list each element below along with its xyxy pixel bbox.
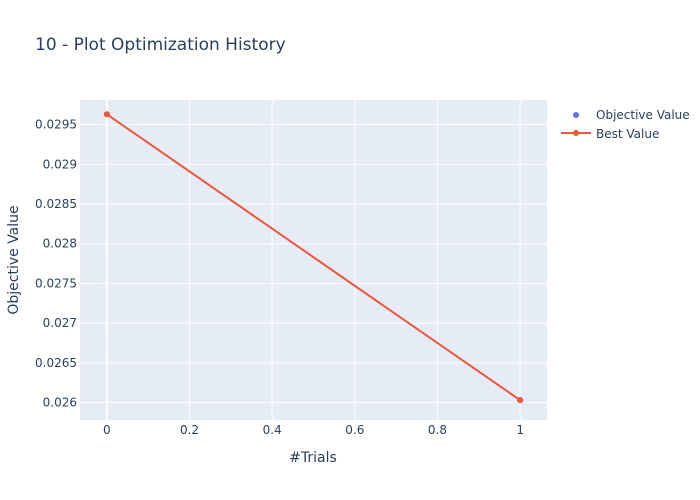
- x-tick-label: 1: [516, 423, 524, 437]
- x-tick-label: 0.4: [263, 423, 282, 437]
- legend-item-objective-value[interactable]: Objective Value: [573, 108, 690, 122]
- legend-marker-objective-value: [573, 112, 579, 118]
- y-axis-ticks: 0.026 0.0265 0.027 0.0275 0.028 0.0285 0.029 0.…: [35, 118, 77, 410]
- data-point-best-value[interactable]: [103, 111, 110, 118]
- series-layer: [103, 111, 524, 404]
- chart-title: 10 - Plot Optimization History: [35, 35, 286, 55]
- y-tick-label: 0.0285: [35, 197, 77, 211]
- x-axis-ticks: 0 0.2 0.4 0.6 0.8 1: [103, 423, 524, 437]
- legend[interactable]: Objective Value Best Value: [561, 108, 690, 141]
- plot-area: [80, 100, 547, 420]
- y-tick-label: 0.029: [43, 157, 77, 171]
- x-tick-label: 0.2: [180, 423, 199, 437]
- x-tick-label: 0.8: [428, 423, 447, 437]
- y-tick-label: 0.0295: [35, 118, 77, 132]
- legend-label-objective-value: Objective Value: [596, 108, 690, 122]
- x-tick-label: 0.6: [345, 423, 364, 437]
- y-tick-label: 0.0275: [35, 276, 77, 290]
- y-tick-label: 0.028: [43, 237, 77, 251]
- series-line-best-value: [106, 113, 521, 401]
- y-tick-label: 0.026: [43, 396, 77, 410]
- grid-lines: [80, 100, 547, 420]
- y-tick-label: 0.027: [43, 316, 77, 330]
- legend-label-best-value: Best Value: [596, 127, 659, 141]
- y-axis-title: Objective Value: [6, 205, 22, 314]
- x-axis-title: #Trials: [289, 450, 337, 466]
- data-point-best-value[interactable]: [517, 397, 524, 404]
- y-tick-label: 0.0265: [35, 356, 77, 370]
- legend-item-best-value[interactable]: Best Value: [561, 127, 659, 141]
- legend-marker-best-value: [573, 130, 579, 136]
- x-tick-label: 0: [103, 423, 111, 437]
